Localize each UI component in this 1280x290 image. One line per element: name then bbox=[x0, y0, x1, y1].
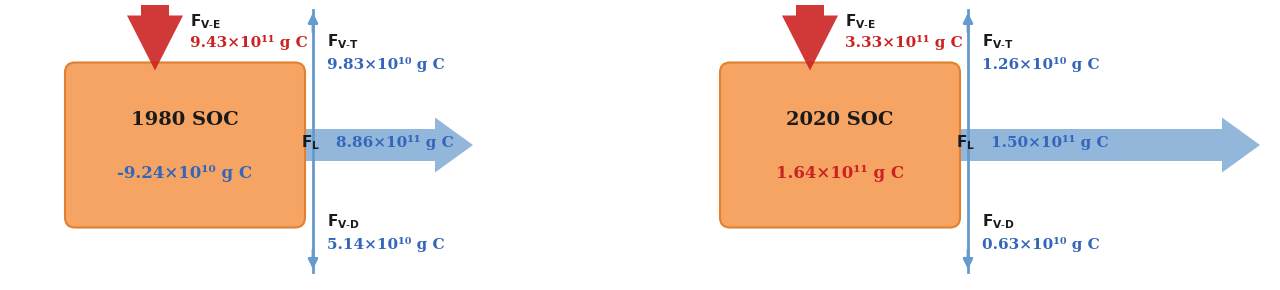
Text: 1.50×10¹¹ g C: 1.50×10¹¹ g C bbox=[991, 135, 1108, 151]
FancyBboxPatch shape bbox=[719, 63, 960, 227]
Text: 0.63×10¹⁰ g C: 0.63×10¹⁰ g C bbox=[982, 237, 1100, 251]
Text: $\mathbf{F_{V\text{-}T}}$: $\mathbf{F_{V\text{-}T}}$ bbox=[982, 33, 1014, 51]
Text: 9.43×10¹¹ g C: 9.43×10¹¹ g C bbox=[189, 35, 307, 50]
Text: 1.64×10¹¹ g C: 1.64×10¹¹ g C bbox=[776, 164, 904, 182]
Text: 5.14×10¹⁰ g C: 5.14×10¹⁰ g C bbox=[326, 237, 444, 251]
Text: 1980 SOC: 1980 SOC bbox=[131, 111, 239, 129]
Polygon shape bbox=[287, 117, 474, 173]
Text: 9.83×10¹⁰ g C: 9.83×10¹⁰ g C bbox=[326, 57, 444, 72]
Text: 8.86×10¹¹ g C: 8.86×10¹¹ g C bbox=[335, 135, 453, 151]
Text: $\mathbf{F_L}$: $\mathbf{F_L}$ bbox=[956, 134, 975, 152]
Text: -9.24×10¹⁰ g C: -9.24×10¹⁰ g C bbox=[118, 164, 252, 182]
Text: $\mathbf{F_{V\text{-}D}}$: $\mathbf{F_{V\text{-}D}}$ bbox=[982, 213, 1015, 231]
Text: $\mathbf{F_{V\text{-}D}}$: $\mathbf{F_{V\text{-}D}}$ bbox=[326, 213, 360, 231]
Text: 1.26×10¹⁰ g C: 1.26×10¹⁰ g C bbox=[982, 57, 1100, 72]
Text: 3.33×10¹¹ g C: 3.33×10¹¹ g C bbox=[845, 35, 963, 50]
Polygon shape bbox=[782, 5, 838, 70]
Text: $\mathbf{F_L}$: $\mathbf{F_L}$ bbox=[301, 134, 320, 152]
Polygon shape bbox=[127, 5, 183, 70]
Text: $\mathbf{F_{V\text{-}T}}$: $\mathbf{F_{V\text{-}T}}$ bbox=[326, 33, 358, 51]
FancyBboxPatch shape bbox=[65, 63, 305, 227]
Text: 2020 SOC: 2020 SOC bbox=[786, 111, 893, 129]
Text: $\mathbf{F_{V\text{-}E}}$: $\mathbf{F_{V\text{-}E}}$ bbox=[189, 13, 221, 31]
Text: $\mathbf{F_{V\text{-}E}}$: $\mathbf{F_{V\text{-}E}}$ bbox=[845, 13, 877, 31]
Polygon shape bbox=[942, 117, 1260, 173]
